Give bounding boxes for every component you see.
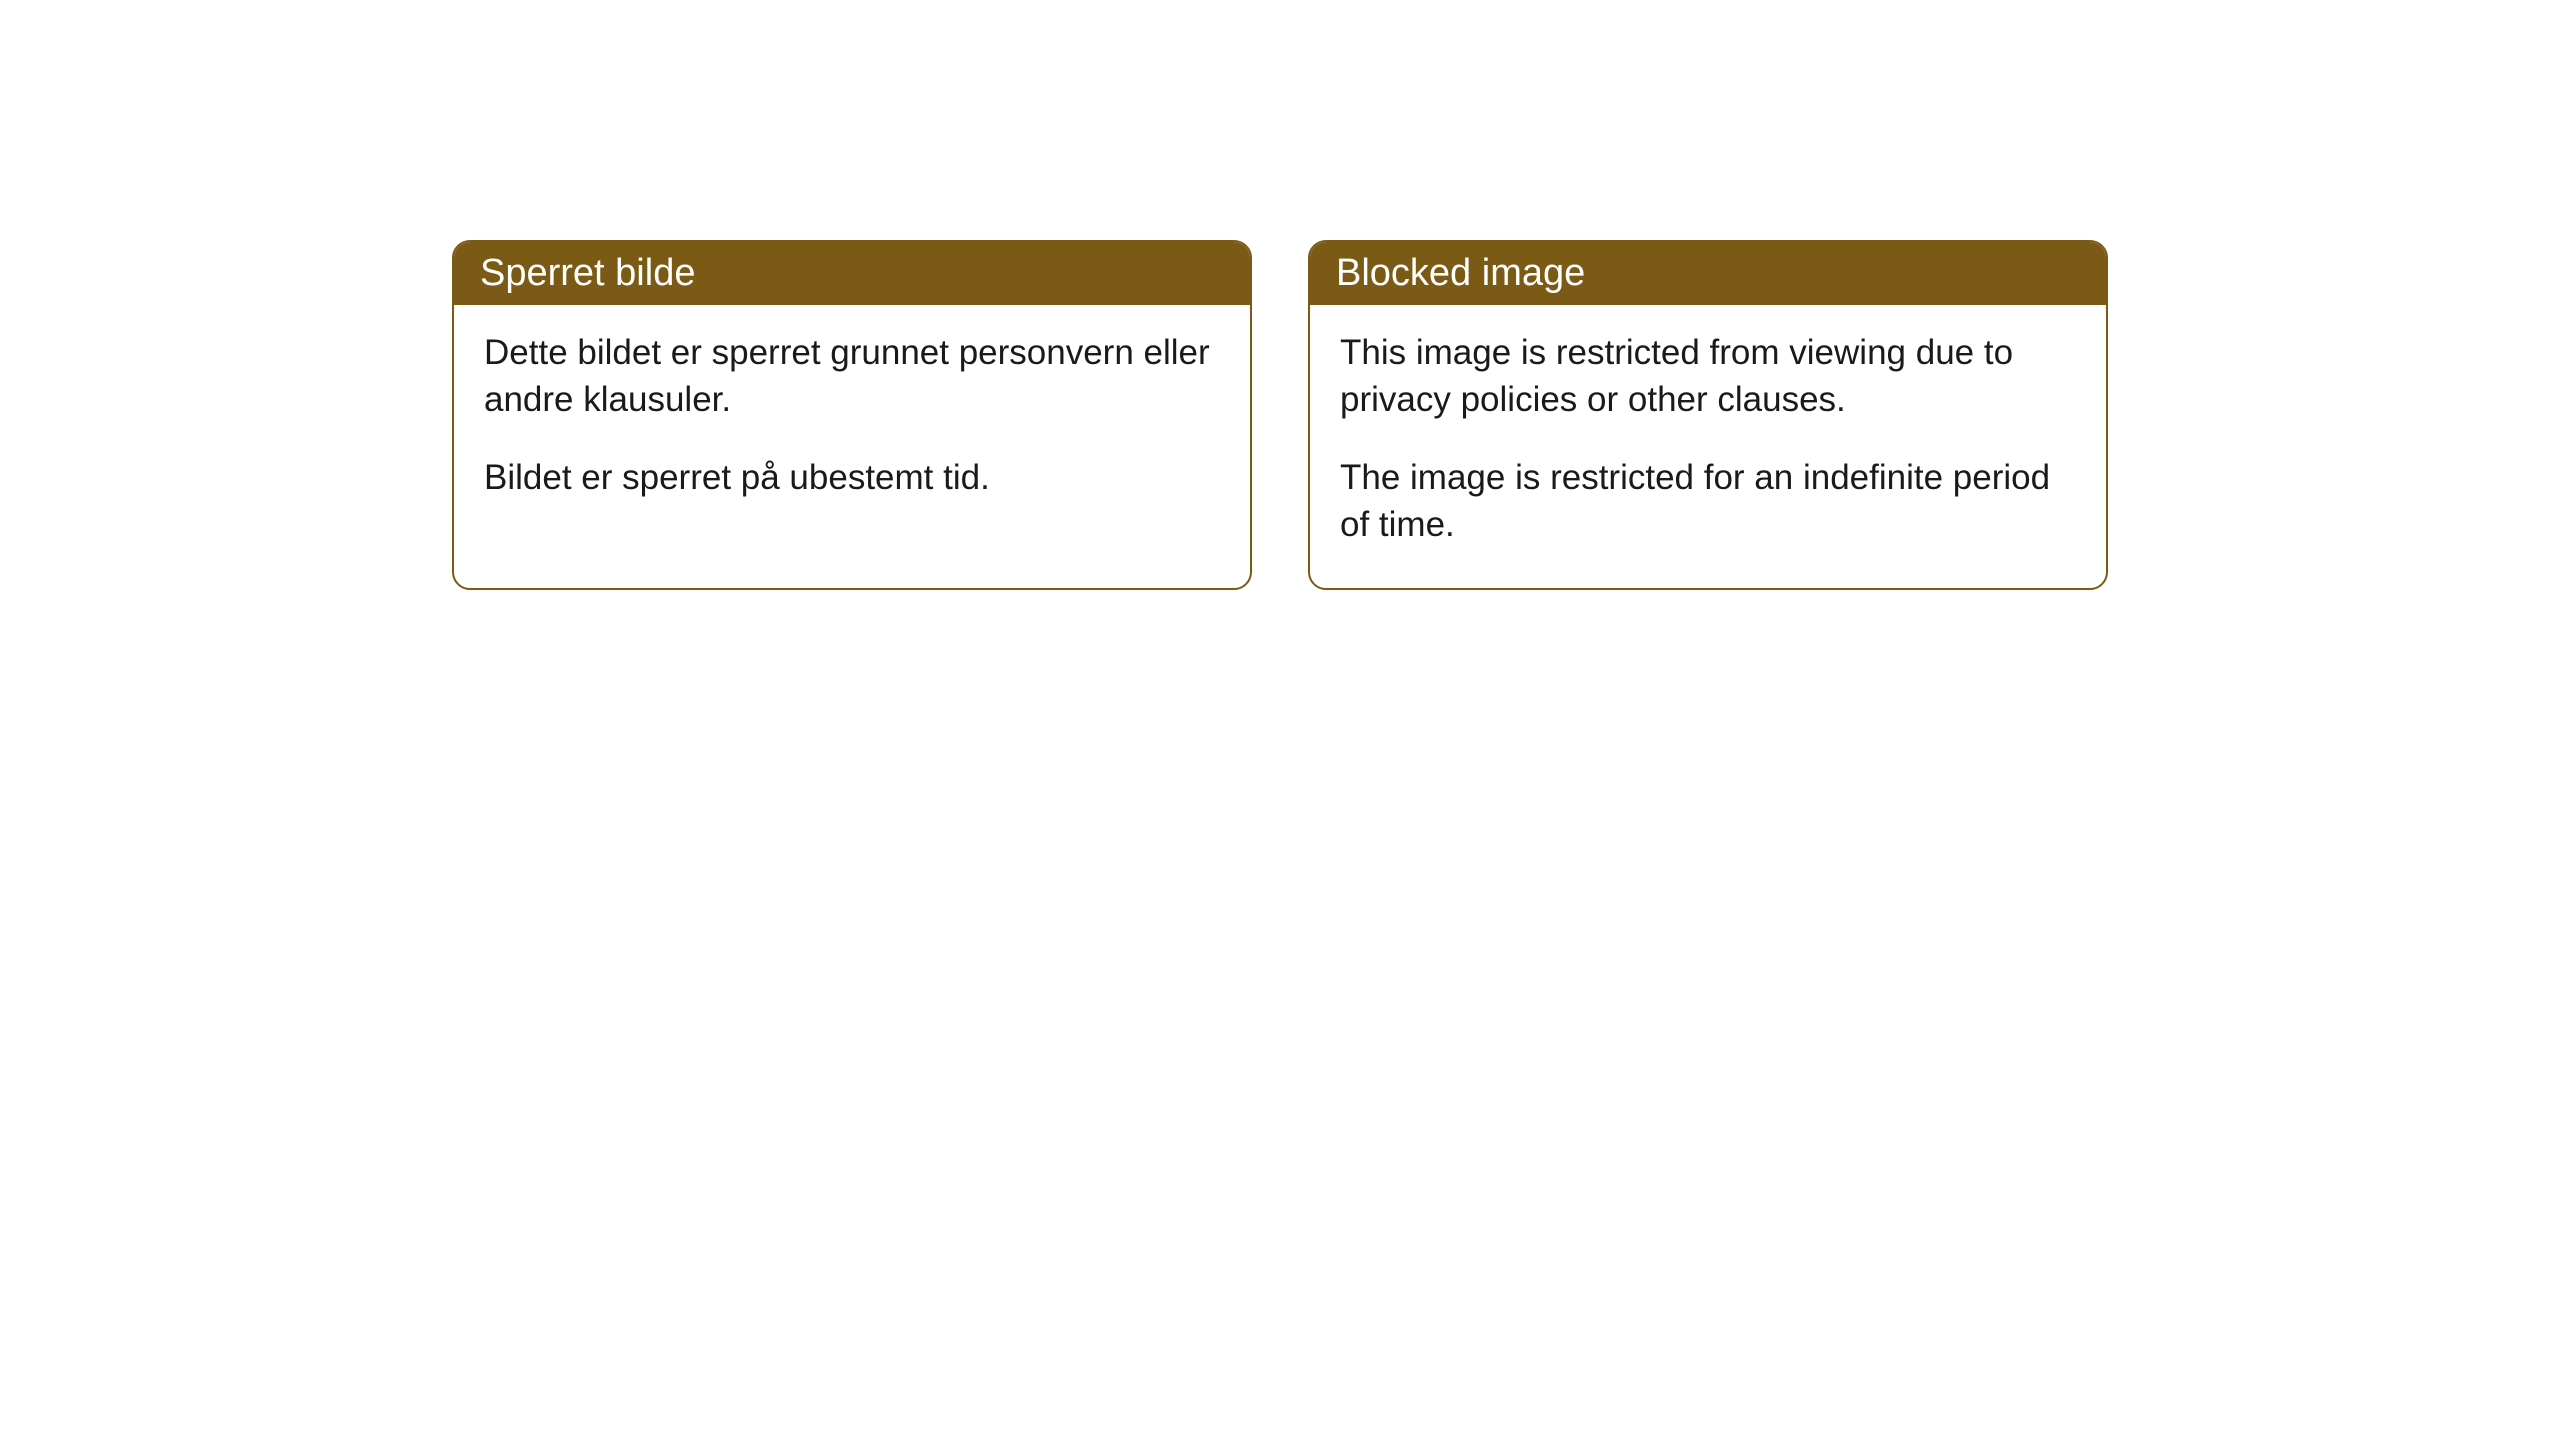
- card-paragraph: The image is restricted for an indefinit…: [1340, 454, 2076, 549]
- notice-cards-container: Sperret bilde Dette bildet er sperret gr…: [0, 240, 2560, 590]
- card-paragraph: Dette bildet er sperret grunnet personve…: [484, 329, 1220, 424]
- notice-card-english: Blocked image This image is restricted f…: [1308, 240, 2108, 590]
- card-title: Sperret bilde: [480, 252, 695, 294]
- card-paragraph: Bildet er sperret på ubestemt tid.: [484, 454, 1220, 501]
- card-body: Dette bildet er sperret grunnet personve…: [454, 305, 1250, 541]
- notice-card-norwegian: Sperret bilde Dette bildet er sperret gr…: [452, 240, 1252, 590]
- card-paragraph: This image is restricted from viewing du…: [1340, 329, 2076, 424]
- card-header: Sperret bilde: [454, 242, 1250, 305]
- card-title: Blocked image: [1336, 252, 1585, 294]
- card-body: This image is restricted from viewing du…: [1310, 305, 2106, 588]
- card-header: Blocked image: [1310, 242, 2106, 305]
